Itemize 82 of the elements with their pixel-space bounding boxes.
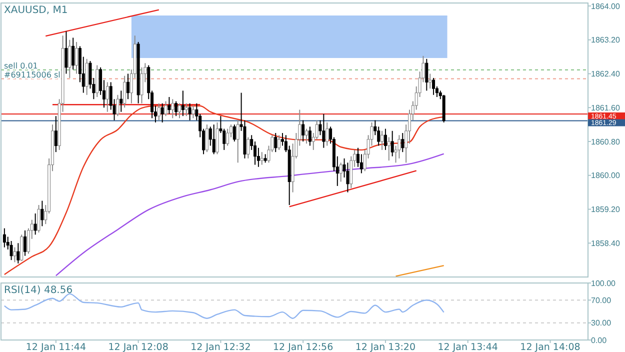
candlestick xyxy=(401,132,404,153)
candlestick xyxy=(387,136,390,162)
candlestick xyxy=(212,124,216,155)
candlestick xyxy=(37,204,40,234)
candlestick xyxy=(425,58,428,92)
x-tick-label: 12 Jan 13:20 xyxy=(355,342,416,352)
candlestick xyxy=(24,230,27,256)
candlestick xyxy=(181,90,184,117)
y-tick-label: 1860.00 xyxy=(591,171,620,180)
candlestick xyxy=(380,130,384,150)
candlestick xyxy=(160,102,164,123)
x-tick-label: 12 Jan 12:08 xyxy=(108,342,168,352)
candlestick xyxy=(384,128,387,150)
candlestick xyxy=(140,66,144,104)
candlestick xyxy=(171,98,174,119)
y-tick-label: 1862.40 xyxy=(591,70,620,79)
candlestick xyxy=(326,122,329,146)
x-tick-label: 12 Jan 11:44 xyxy=(26,342,86,352)
candlestick xyxy=(305,128,308,144)
candlestick xyxy=(302,120,305,142)
candlestick xyxy=(192,104,195,119)
candlestick xyxy=(308,126,312,146)
candlestick xyxy=(68,39,72,78)
y-tick-label: 0.00 xyxy=(591,336,608,345)
candlestick xyxy=(339,162,342,182)
candlestick xyxy=(64,30,68,74)
y-tick-label: 1858.40 xyxy=(591,238,620,248)
candlestick xyxy=(72,37,75,70)
candlestick xyxy=(246,136,250,159)
candlestick xyxy=(184,102,188,117)
candlestick xyxy=(390,130,394,157)
candlestick xyxy=(2,228,6,248)
candlestick xyxy=(260,152,264,166)
candlestick xyxy=(10,240,13,261)
y-tick-label: 100.00 xyxy=(591,278,616,288)
ref-line-label: sell 0.01 xyxy=(4,61,38,70)
candlestick xyxy=(157,102,160,121)
candlestick xyxy=(120,90,123,112)
candlestick xyxy=(178,102,182,119)
candlestick xyxy=(54,116,58,153)
candlestick xyxy=(106,82,109,112)
candlestick xyxy=(236,120,240,164)
candlestick xyxy=(20,234,24,262)
y-tick-label: 1864.00 xyxy=(591,2,620,11)
candlestick xyxy=(85,58,88,96)
candlestick xyxy=(278,134,281,150)
candlestick xyxy=(216,122,219,155)
x-tick-label: 12 Jan 12:56 xyxy=(273,342,334,352)
x-tick-label: 12 Jan 13:44 xyxy=(438,342,498,352)
candlestick xyxy=(398,134,401,159)
y-tick-label: 70.00 xyxy=(591,296,612,305)
candlestick xyxy=(226,128,230,146)
y-tick-label: 30.00 xyxy=(591,318,612,328)
candlestick xyxy=(34,212,37,236)
candlestick xyxy=(205,124,208,153)
chart-title: RSI(14) 48.56 xyxy=(4,285,73,296)
y-tick-label: 1861.60 xyxy=(591,103,620,112)
candlestick xyxy=(232,124,236,142)
ref-line-label: #69115006 sl xyxy=(4,70,60,80)
candlestick xyxy=(322,113,326,148)
y-tick-label: 1860.80 xyxy=(591,137,620,146)
candlestick xyxy=(116,94,120,117)
candlestick xyxy=(346,162,350,193)
candlestick xyxy=(274,132,278,153)
x-tick-label: 12 Jan 12:32 xyxy=(190,342,251,352)
candlestick xyxy=(428,73,432,90)
candlestick xyxy=(16,242,20,264)
y-tick-label: 1863.20 xyxy=(591,36,620,45)
candlestick xyxy=(40,200,44,227)
candlestick xyxy=(123,75,126,108)
candlestick xyxy=(164,100,168,117)
y-tick-label: 1859.20 xyxy=(591,205,620,214)
candlestick xyxy=(13,246,16,263)
candlestick xyxy=(174,100,178,117)
candlestick xyxy=(168,96,171,114)
candlestick xyxy=(432,77,436,96)
x-tick-label: 12 Jan 14:08 xyxy=(520,342,580,352)
candlestick xyxy=(126,73,130,100)
chart-title: XAUUSD, M1 xyxy=(4,5,68,16)
candlestick xyxy=(188,102,192,121)
candlestick xyxy=(96,64,99,98)
candlestick xyxy=(75,41,78,74)
